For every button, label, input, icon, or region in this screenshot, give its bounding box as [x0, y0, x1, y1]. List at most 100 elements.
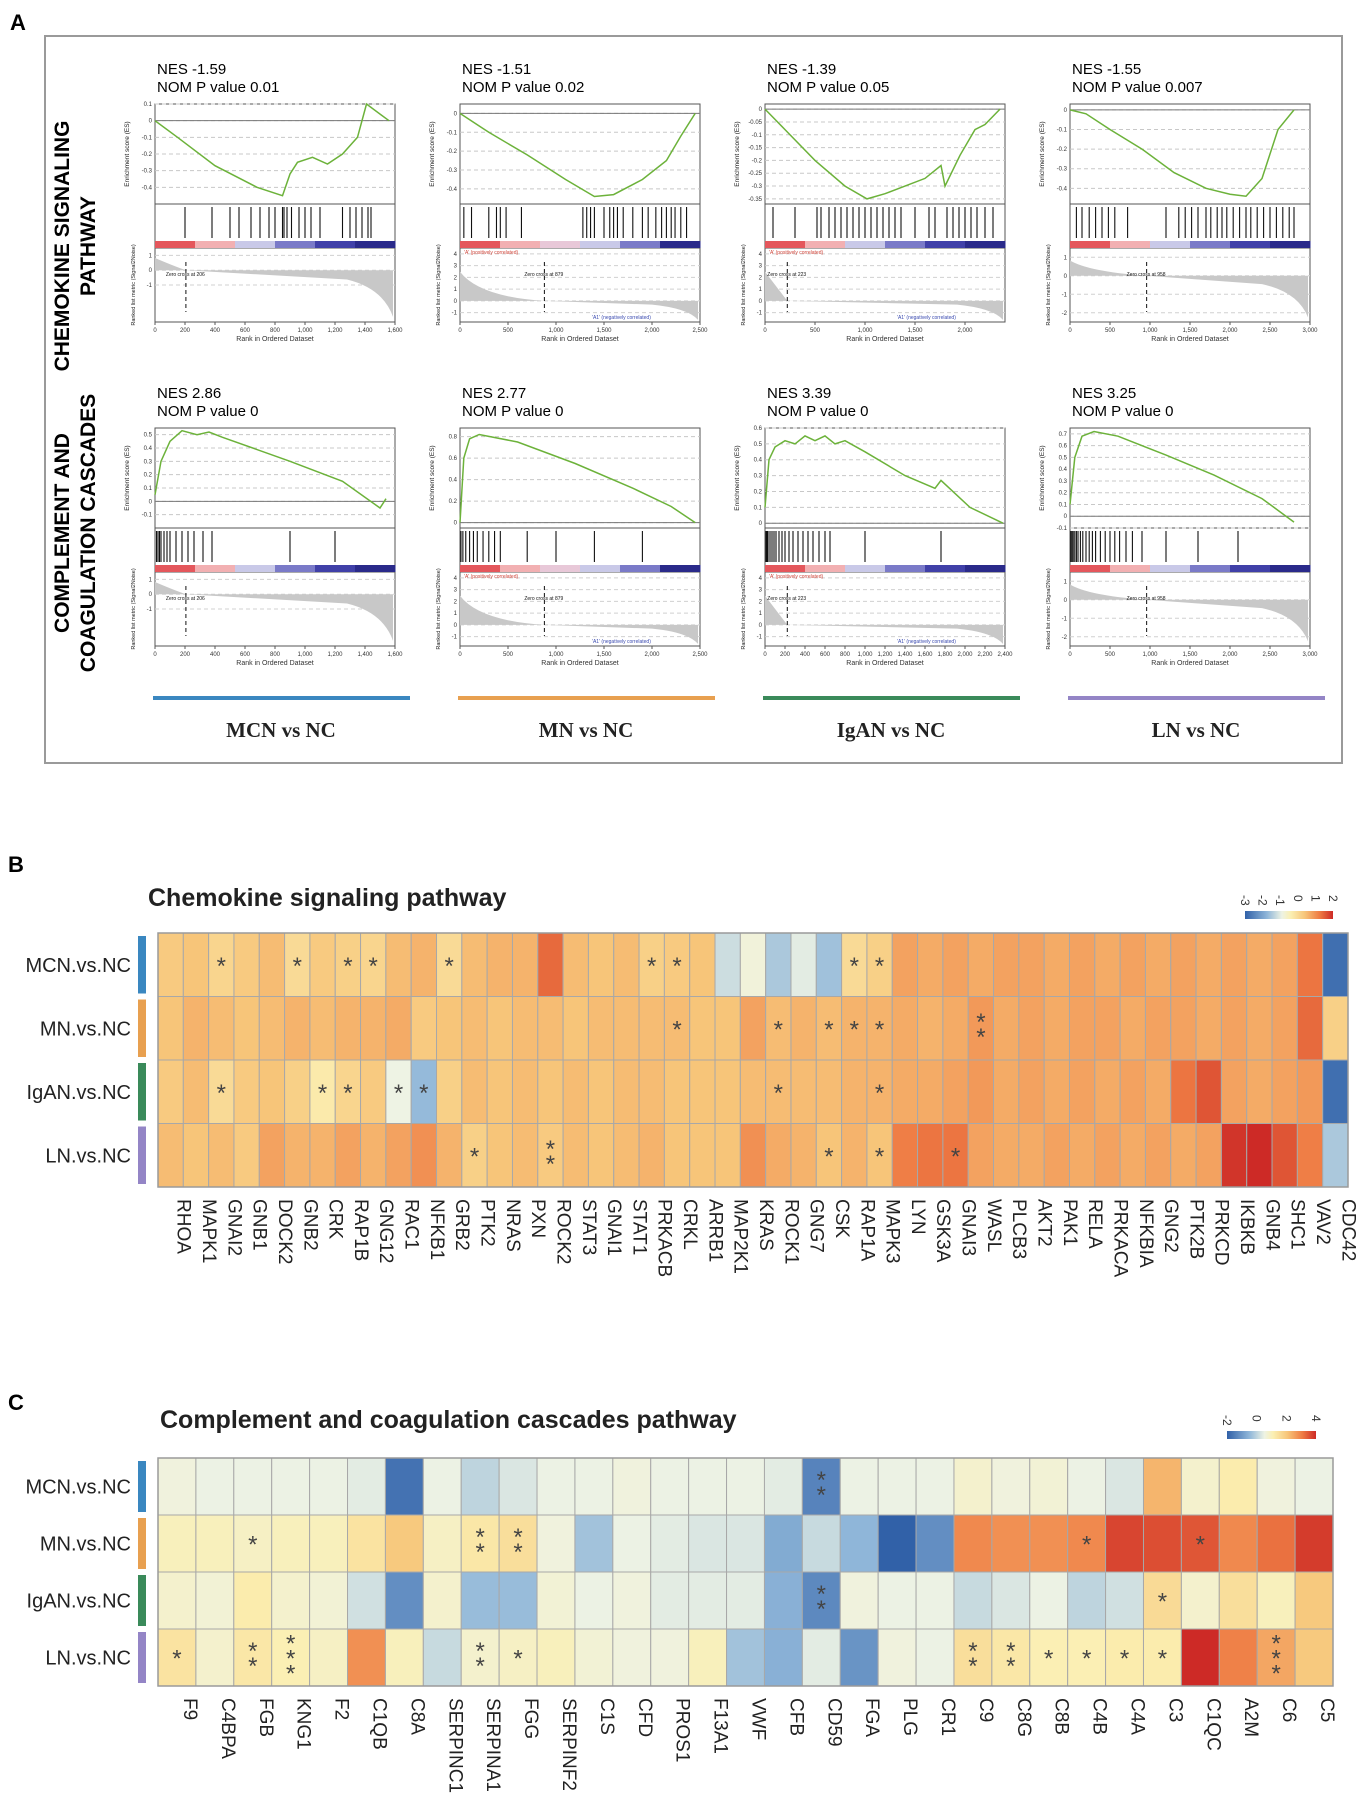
column-label: C8A	[406, 1698, 427, 1735]
rank-color-bar	[580, 241, 621, 248]
nes-value: NES -1.59	[157, 61, 226, 78]
column-label: SERPINA1	[482, 1698, 503, 1792]
heatmap-cell	[422, 1457, 462, 1516]
x-tick-label: 1,500	[1182, 652, 1198, 658]
comparison-label: LN vs NC	[1152, 718, 1241, 742]
heatmap-cell	[613, 932, 640, 997]
heatmap-cell	[1142, 1514, 1182, 1573]
heatmap-cell	[801, 1571, 841, 1630]
es-tick-label: 0	[149, 499, 153, 505]
heatmap-cell	[511, 1123, 539, 1188]
heatmap-cell	[1142, 1457, 1182, 1516]
es-axis-label-group: Enrichment score (ES)	[429, 121, 436, 186]
significance-star: *	[817, 1596, 826, 1623]
heatmap-cell	[385, 1123, 412, 1188]
nes-value: NES 3.39	[767, 385, 831, 402]
heatmap-cell	[917, 1123, 944, 1188]
column-label: FGG	[520, 1698, 541, 1739]
es-tick-label: -0.3	[447, 168, 458, 174]
heatmap-cell	[436, 1123, 463, 1188]
heatmap-cell	[284, 996, 311, 1061]
nes-value: NES -1.51	[462, 61, 531, 78]
x-tick-label: 1,000	[1142, 652, 1158, 658]
heatmap-cell	[877, 1457, 917, 1516]
heatmap-cell	[1043, 1059, 1070, 1124]
es-tick-label: 0.2	[144, 473, 153, 479]
heatmap-cell	[891, 932, 919, 997]
column-label: GNAI2	[223, 1199, 244, 1256]
heatmap-cell	[763, 1514, 803, 1573]
heatmap-cell	[714, 996, 741, 1061]
heatmap-cell	[1296, 996, 1324, 1061]
rank-color-bar	[355, 241, 396, 248]
es-tick-label: -0.25	[748, 171, 762, 177]
heatmap-cell	[801, 1514, 841, 1573]
heatmap-cell	[650, 1457, 690, 1516]
heatmap-cell	[537, 932, 564, 997]
heatmap-cell	[1294, 1514, 1334, 1573]
nes-value: NES 2.77	[462, 385, 526, 402]
heatmap-cell	[587, 996, 615, 1061]
panel-a-row-label: CHEMOKINE SIGNALING PATHWAY	[51, 121, 100, 372]
rank-color-bar	[500, 565, 541, 572]
significance-star: *	[513, 1524, 522, 1551]
heatmap-cell	[1144, 1123, 1172, 1188]
significance-star: *	[343, 953, 352, 980]
heatmap-cell	[638, 996, 665, 1061]
enrichment-curve	[459, 433, 696, 524]
metric-tick-label: 3	[759, 588, 763, 594]
heatmap-cell	[461, 1059, 488, 1124]
heatmap-cell	[1067, 1571, 1107, 1630]
heatmap-cell	[801, 1628, 841, 1687]
es-axis-label: Enrichment score (ES)	[734, 445, 741, 510]
es-tick-label: 0.4	[144, 446, 153, 452]
heatmap-cell	[815, 1059, 843, 1124]
x-tick-label: 1,000	[1142, 328, 1158, 334]
column-label: PROS1	[672, 1698, 693, 1762]
heatmap-cell	[309, 1059, 336, 1124]
metric-axis-label: Ranked list metric (Signal2Noise)	[436, 568, 442, 649]
heatmap-cell	[688, 1571, 728, 1630]
heatmap-cell	[917, 996, 944, 1061]
heatmap-cell	[436, 932, 463, 997]
heatmap-cell	[536, 1571, 576, 1630]
metric-tick-label: 0	[1064, 274, 1068, 280]
x-tick-label: 2,400	[997, 652, 1013, 658]
nom-p-value: NOM P value 0	[462, 403, 563, 420]
heatmap-cell	[271, 1457, 311, 1516]
column-label: CRKL	[679, 1199, 700, 1250]
heatmap-cell	[334, 1123, 362, 1188]
significance-star: *	[647, 953, 656, 980]
metric-axis-label-group: Ranked list metric (Signal2Noise)	[1046, 244, 1052, 325]
metric-tick-label: -1	[1062, 616, 1068, 622]
legend-tick-label: -1	[1273, 895, 1287, 906]
heatmap-cell	[613, 1123, 640, 1188]
heatmap-cell	[689, 932, 716, 997]
heatmap-cell	[839, 1514, 879, 1573]
significance-star: *	[850, 1016, 859, 1043]
column-label: NFKB1	[426, 1199, 447, 1260]
heatmap-cell	[385, 996, 412, 1061]
heatmap-cell	[271, 1514, 311, 1573]
significance-star: *	[968, 1653, 977, 1680]
heatmap-cell	[1170, 996, 1197, 1061]
heatmap-cell	[815, 996, 843, 1061]
es-tick-label: 0.6	[754, 426, 763, 432]
x-tick-label: 1,600	[917, 652, 933, 658]
x-tick-label: 1,500	[907, 328, 923, 334]
x-tick-label: 2,000	[957, 652, 973, 658]
metric-tick-label: 3	[454, 588, 458, 594]
heatmap-cell	[486, 996, 513, 1061]
heatmap-cell	[384, 1628, 424, 1687]
metric-tick-label: 4	[454, 576, 458, 582]
column-label: GNB1	[249, 1199, 270, 1251]
column-label: F13A1	[710, 1698, 731, 1754]
heatmap-cell	[1271, 1123, 1298, 1188]
heatmap-cell	[915, 1514, 955, 1573]
es-tick-label: 0.1	[144, 102, 153, 108]
significance-star: *	[444, 953, 453, 980]
rank-color-bar	[1230, 241, 1271, 248]
heatmap-cell	[993, 932, 1020, 997]
